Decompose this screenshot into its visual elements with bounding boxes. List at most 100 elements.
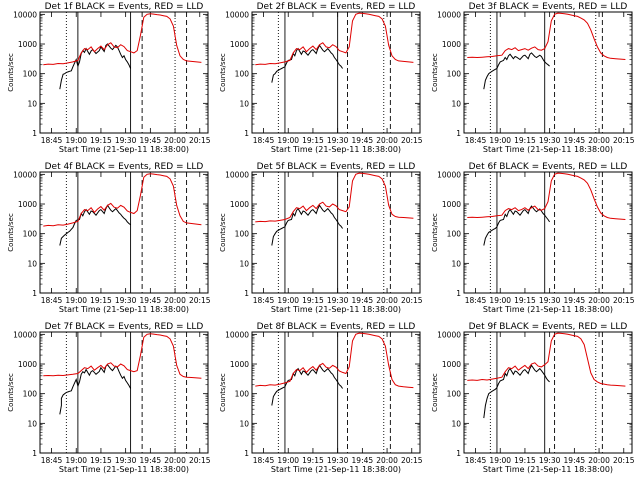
x-tick-label: 18:45 bbox=[465, 296, 487, 305]
y-tick-label: 10 bbox=[27, 99, 37, 108]
series-line-lld bbox=[255, 12, 414, 66]
x-tick-label: 19:45 bbox=[564, 136, 586, 145]
y-tick-label: 100 bbox=[23, 70, 38, 79]
panel-6: Det 6f BLACK = Events, RED = LLD 1 10 100 10… bbox=[431, 162, 635, 314]
y-tick-label: 10000 bbox=[437, 330, 461, 339]
panel-8: Det 8f BLACK = Events, RED = LLD 1 10 100 10… bbox=[219, 322, 423, 474]
x-tick-label: 19:45 bbox=[140, 296, 162, 305]
y-tick-label: 10 bbox=[451, 99, 461, 108]
x-tick-label: 18:45 bbox=[465, 456, 487, 465]
panel-title: Det 2f BLACK = Events, RED = LLD bbox=[257, 2, 416, 12]
x-tick-label: 18:45 bbox=[41, 136, 63, 145]
x-tick-label: 19:30 bbox=[115, 456, 137, 465]
y-axis-label: Counts/sec bbox=[219, 53, 227, 92]
y-axis-label: Counts/sec bbox=[219, 213, 227, 252]
x-tick-label: 19:00 bbox=[277, 456, 299, 465]
y-tick-label: 10 bbox=[239, 99, 249, 108]
x-axis-label: Start Time (21-Sep-11 18:38:00) bbox=[271, 305, 401, 314]
x-tick-label: 19:15 bbox=[90, 136, 112, 145]
y-tick-label: 100 bbox=[235, 390, 250, 399]
panel-9: Det 9f BLACK = Events, RED = LLD 1 10 100 10… bbox=[431, 322, 635, 474]
x-axis-label: Start Time (21-Sep-11 18:38:00) bbox=[483, 465, 613, 474]
x-tick-label: 20:15 bbox=[613, 136, 635, 145]
y-axis-label: Counts/sec bbox=[7, 213, 15, 252]
y-tick-label: 10000 bbox=[13, 330, 37, 339]
x-tick-label: 19:45 bbox=[352, 456, 374, 465]
x-axis-label: Start Time (21-Sep-11 18:38:00) bbox=[59, 305, 189, 314]
x-tick-label: 20:00 bbox=[588, 296, 610, 305]
x-tick-label: 19:45 bbox=[564, 456, 586, 465]
x-tick-label: 20:15 bbox=[189, 296, 211, 305]
y-tick-label: 1000 bbox=[230, 200, 249, 209]
y-axis-label: Counts/sec bbox=[431, 213, 439, 252]
y-tick-label: 1000 bbox=[18, 200, 37, 209]
plot-frame bbox=[463, 331, 633, 454]
y-tick-label: 1000 bbox=[18, 40, 37, 49]
series-line-lld bbox=[43, 173, 202, 227]
x-tick-label: 20:00 bbox=[164, 456, 186, 465]
y-tick-label: 100 bbox=[23, 230, 38, 239]
panel-3: Det 3f BLACK = Events, RED = LLD 1 10 100 10… bbox=[431, 2, 635, 154]
y-tick-label: 1 bbox=[244, 289, 249, 298]
y-tick-label: 1 bbox=[456, 129, 461, 138]
plot-frame bbox=[251, 331, 421, 454]
x-tick-label: 20:15 bbox=[189, 456, 211, 465]
y-tick-label: 1000 bbox=[18, 360, 37, 369]
plot-frame bbox=[251, 11, 421, 134]
x-tick-label: 19:15 bbox=[514, 296, 536, 305]
x-tick-label: 19:15 bbox=[90, 456, 112, 465]
y-tick-label: 1 bbox=[32, 289, 37, 298]
series-line-lld bbox=[255, 332, 414, 389]
x-tick-label: 19:00 bbox=[65, 136, 87, 145]
y-tick-label: 1 bbox=[244, 449, 249, 458]
x-tick-label: 19:15 bbox=[514, 456, 536, 465]
x-tick-label: 19:30 bbox=[539, 456, 561, 465]
x-tick-label: 20:00 bbox=[164, 136, 186, 145]
x-tick-label: 18:45 bbox=[253, 296, 275, 305]
x-tick-label: 19:30 bbox=[115, 136, 137, 145]
series-line-events bbox=[59, 363, 132, 415]
x-tick-label: 19:30 bbox=[327, 456, 349, 465]
panel-title: Det 6f BLACK = Events, RED = LLD bbox=[469, 162, 628, 172]
panel-title: Det 4f BLACK = Events, RED = LLD bbox=[45, 162, 204, 172]
plot-frame bbox=[39, 11, 209, 134]
x-tick-label: 19:00 bbox=[277, 136, 299, 145]
x-tick-label: 18:45 bbox=[253, 456, 275, 465]
panel-title: Det 1f BLACK = Events, RED = LLD bbox=[45, 2, 204, 12]
y-tick-label: 10000 bbox=[225, 170, 249, 179]
x-tick-label: 20:15 bbox=[189, 136, 211, 145]
x-tick-label: 19:15 bbox=[302, 296, 324, 305]
panel-title: Det 8f BLACK = Events, RED = LLD bbox=[257, 322, 416, 332]
y-tick-label: 1000 bbox=[442, 200, 461, 209]
y-tick-label: 10 bbox=[451, 259, 461, 268]
series-line-events bbox=[271, 364, 344, 406]
y-tick-label: 100 bbox=[447, 390, 462, 399]
series-line-events bbox=[271, 204, 344, 246]
x-tick-label: 19:45 bbox=[352, 296, 374, 305]
x-axis-label: Start Time (21-Sep-11 18:38:00) bbox=[483, 145, 613, 154]
panel-title: Det 7f BLACK = Events, RED = LLD bbox=[45, 322, 204, 332]
x-tick-label: 19:00 bbox=[489, 296, 511, 305]
plot-frame bbox=[39, 331, 209, 454]
x-tick-label: 20:15 bbox=[401, 296, 423, 305]
x-tick-label: 20:00 bbox=[164, 296, 186, 305]
series-line-events bbox=[483, 364, 550, 419]
y-tick-label: 100 bbox=[23, 390, 38, 399]
series-line-events bbox=[483, 52, 550, 90]
y-tick-label: 10000 bbox=[437, 10, 461, 19]
y-tick-label: 1 bbox=[32, 449, 37, 458]
y-tick-label: 1000 bbox=[230, 40, 249, 49]
panel-title: Det 9f BLACK = Events, RED = LLD bbox=[469, 322, 628, 332]
y-tick-label: 1000 bbox=[442, 40, 461, 49]
x-axis-label: Start Time (21-Sep-11 18:38:00) bbox=[271, 145, 401, 154]
y-tick-label: 1000 bbox=[230, 360, 249, 369]
panel-1: Det 1f BLACK = Events, RED = LLD 1 10 100 10… bbox=[7, 2, 211, 154]
x-axis-label: Start Time (21-Sep-11 18:38:00) bbox=[483, 305, 613, 314]
y-tick-label: 10 bbox=[239, 259, 249, 268]
x-tick-label: 20:15 bbox=[613, 296, 635, 305]
y-tick-label: 1000 bbox=[442, 360, 461, 369]
x-tick-label: 19:30 bbox=[539, 136, 561, 145]
y-tick-label: 10000 bbox=[13, 170, 37, 179]
y-tick-label: 10 bbox=[451, 419, 461, 428]
x-tick-label: 20:00 bbox=[376, 136, 398, 145]
